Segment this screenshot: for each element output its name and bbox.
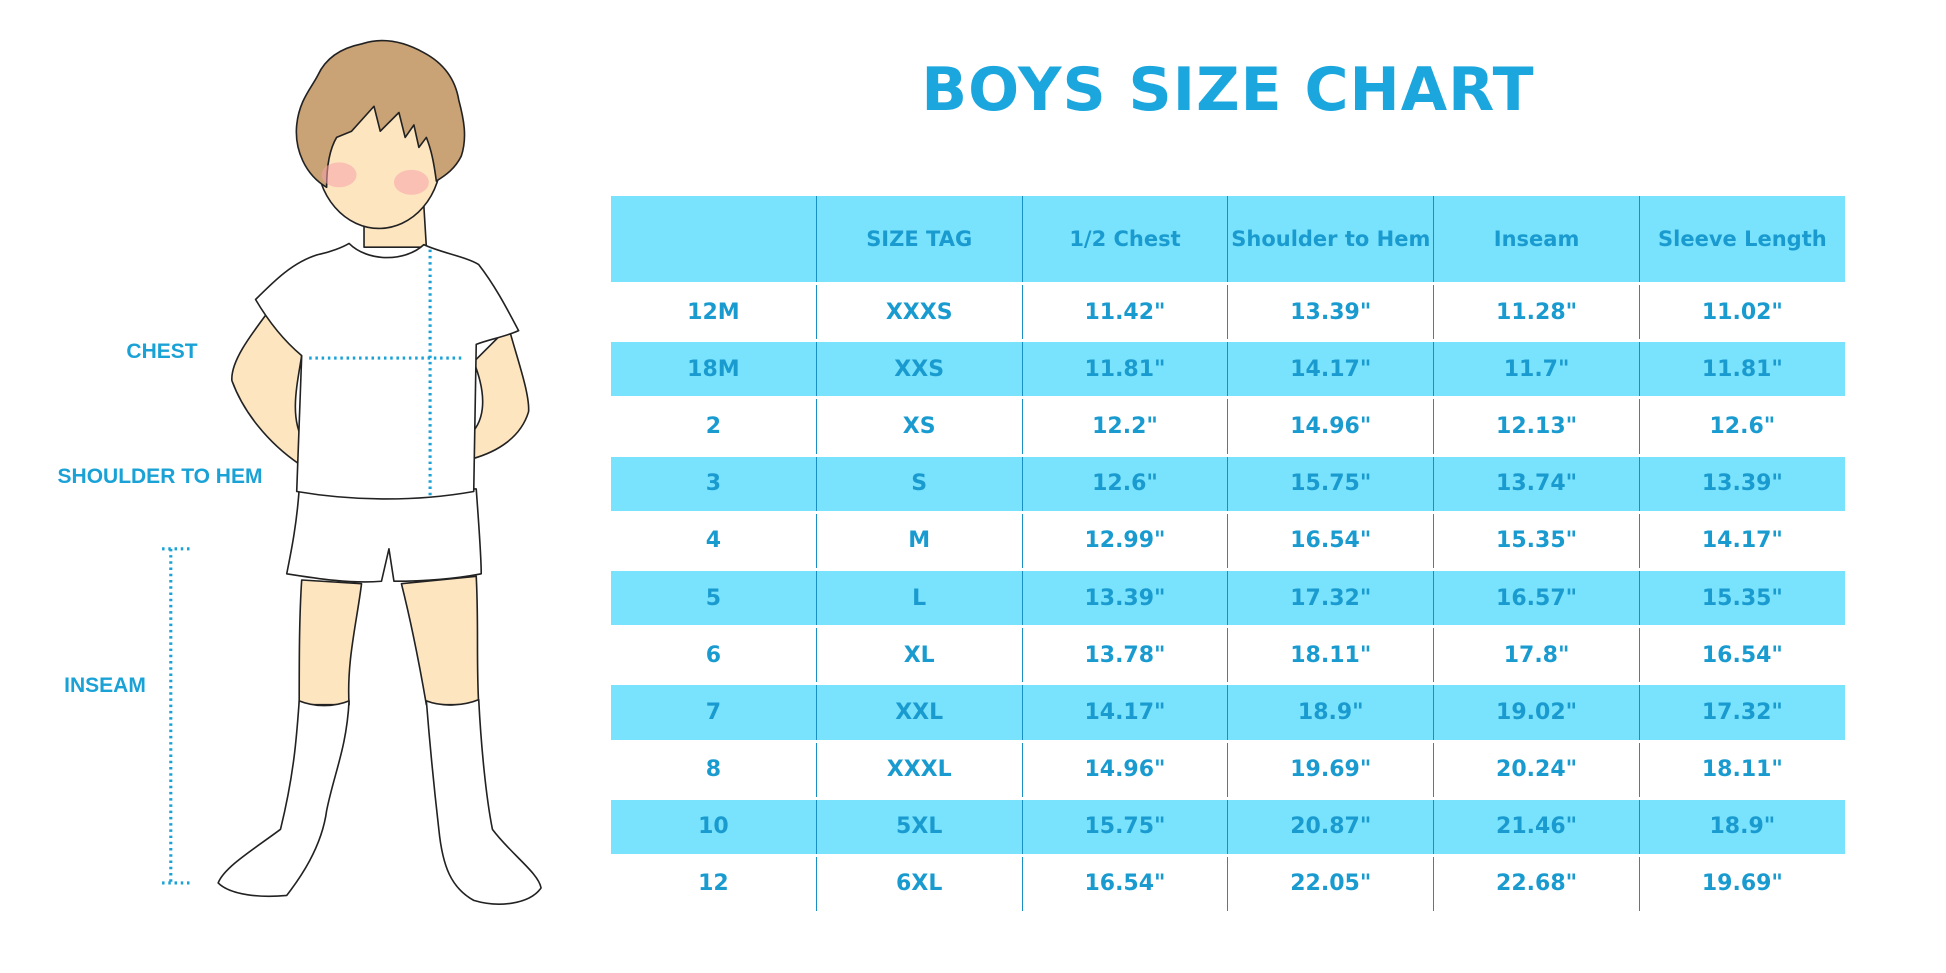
table-cell: 13.39" (1021, 569, 1229, 627)
left-sock (217, 700, 350, 898)
table-cell: M (815, 512, 1023, 570)
table-cell: 22.05" (1227, 855, 1435, 912)
table-cell: 5XL (815, 798, 1023, 856)
table-cell: 2 (611, 397, 817, 456)
table-cell: 14.17" (1227, 340, 1435, 398)
table-cell: 17.32" (1227, 569, 1435, 627)
table-cell: XS (815, 397, 1023, 456)
table-cell: 12 (611, 855, 817, 912)
table-cell: 16.54" (1227, 512, 1435, 570)
table-cell: 12.6" (1638, 397, 1845, 456)
table-cell: 14.17" (1021, 683, 1229, 741)
table-row: 12 6XL 16.54" 22.05" 22.68" 19.69" (611, 855, 1845, 912)
table-cell: 11.02" (1638, 283, 1845, 341)
table-cell: 17.8" (1433, 626, 1640, 684)
right-sock (425, 698, 542, 905)
table-cell: XL (815, 626, 1023, 684)
table-cell: 11.42" (1021, 283, 1229, 341)
table-cell: 12.2" (1021, 397, 1229, 456)
table-cell: 13.39" (1638, 455, 1845, 513)
table-cell: 17.32" (1638, 683, 1845, 741)
column-header: 1/2 Chest (1021, 196, 1229, 284)
table-row: 12M XXXS 11.42" 13.39" 11.28" 11.02" (611, 283, 1845, 341)
table-cell: 12.6" (1021, 455, 1229, 513)
table-cell: 15.35" (1433, 512, 1640, 570)
table-cell: 11.81" (1021, 340, 1229, 398)
page-title: BOYS SIZE CHART (921, 55, 1535, 125)
table-cell: XXXL (815, 741, 1023, 799)
table-cell: 11.7" (1433, 340, 1640, 398)
table-row: 6 XL 13.78" 18.11" 17.8" 16.54" (611, 626, 1845, 684)
left-arm (231, 311, 305, 465)
table-cell: 15.35" (1638, 569, 1845, 627)
table-cell: S (815, 455, 1023, 513)
table-cell: 6 (611, 626, 817, 684)
table-row: 10 5XL 15.75" 20.87" 21.46" 18.9" (611, 798, 1845, 856)
table-row: 3 S 12.6" 15.75" 13.74" 13.39" (611, 455, 1845, 513)
table-cell: 21.46" (1433, 798, 1640, 856)
table-cell: XXXS (815, 283, 1023, 341)
column-header (611, 196, 817, 284)
table-cell: 15.75" (1227, 455, 1435, 513)
table-cell: 12M (611, 283, 817, 341)
t-shirt (254, 242, 520, 500)
table-cell: 12.13" (1433, 397, 1640, 456)
column-header: Shoulder to Hem (1227, 196, 1435, 284)
table-cell: 16.57" (1433, 569, 1640, 627)
table-cell: 16.54" (1638, 626, 1845, 684)
right-leg (400, 575, 480, 706)
table-cell: 10 (611, 798, 817, 856)
right-arm (466, 326, 530, 460)
table-cell: 11.81" (1638, 340, 1845, 398)
table-cell: 14.96" (1227, 397, 1435, 456)
table-cell: 20.24" (1433, 741, 1640, 799)
table-cell: 14.96" (1021, 741, 1229, 799)
table-cell: 6XL (815, 855, 1023, 912)
table-cell: 19.69" (1227, 741, 1435, 799)
table-row: 7 XXL 14.17" 18.9" 19.02" 17.32" (611, 683, 1845, 741)
table-row: 18M XXS 11.81" 14.17" 11.7" 11.81" (611, 340, 1845, 398)
table-cell: 16.54" (1021, 855, 1229, 912)
table-cell: 5 (611, 569, 817, 627)
chest-label: CHEST (126, 340, 198, 363)
table-cell: 13.78" (1021, 626, 1229, 684)
table-cell: 20.87" (1227, 798, 1435, 856)
left-leg (298, 579, 363, 706)
table-cell: L (815, 569, 1023, 627)
table-row: 5 L 13.39" 17.32" 16.57" 15.35" (611, 569, 1845, 627)
table-cell: 12.99" (1021, 512, 1229, 570)
table-cell: 8 (611, 741, 817, 799)
table-cell: 3 (611, 455, 817, 513)
table-cell: 19.69" (1638, 855, 1845, 912)
table-cell: XXL (815, 683, 1023, 741)
table-cell: 11.28" (1433, 283, 1640, 341)
table-cell: 13.39" (1227, 283, 1435, 341)
shoulder-to-hem-label: SHOULDER TO HEM (57, 465, 263, 488)
table-row: 2 XS 12.2" 14.96" 12.13" 12.6" (611, 397, 1845, 456)
table-cell: 18.11" (1638, 741, 1845, 799)
inseam-label: INSEAM (64, 674, 146, 697)
table-cell: 4 (611, 512, 817, 570)
hair (295, 39, 466, 189)
table-cell: 13.74" (1433, 455, 1640, 513)
table-header-row: SIZE TAG 1/2 Chest Shoulder to Hem Inseam Sl… (611, 196, 1845, 284)
table-cell: 22.68" (1433, 855, 1640, 912)
table-cell: 15.75" (1021, 798, 1229, 856)
table-cell: 18.11" (1227, 626, 1435, 684)
boy-measurement-illustration (162, 39, 542, 905)
table-cell: 19.02" (1433, 683, 1640, 741)
table-cell: 14.17" (1638, 512, 1845, 570)
shorts (285, 488, 483, 583)
table-row: 8 XXXL 14.96" 19.69" 20.24" 18.11" (611, 741, 1845, 799)
column-header: SIZE TAG (815, 196, 1023, 284)
table-row: 4 M 12.99" 16.54" 15.35" 14.17" (611, 512, 1845, 570)
table-cell: 18.9" (1638, 798, 1845, 856)
column-header: Inseam (1433, 196, 1640, 284)
table-cell: 7 (611, 683, 817, 741)
size-chart-table: SIZE TAG 1/2 Chest Shoulder to Hem Inseam Sl… (611, 196, 1845, 912)
column-header: Sleeve Length (1638, 196, 1845, 284)
table-cell: 18.9" (1227, 683, 1435, 741)
table-cell: XXS (815, 340, 1023, 398)
table-cell: 18M (611, 340, 817, 398)
